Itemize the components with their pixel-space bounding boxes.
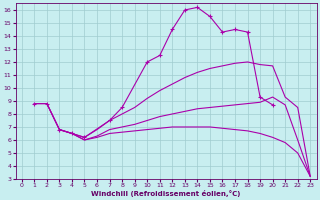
X-axis label: Windchill (Refroidissement éolien,°C): Windchill (Refroidissement éolien,°C) [91,190,241,197]
